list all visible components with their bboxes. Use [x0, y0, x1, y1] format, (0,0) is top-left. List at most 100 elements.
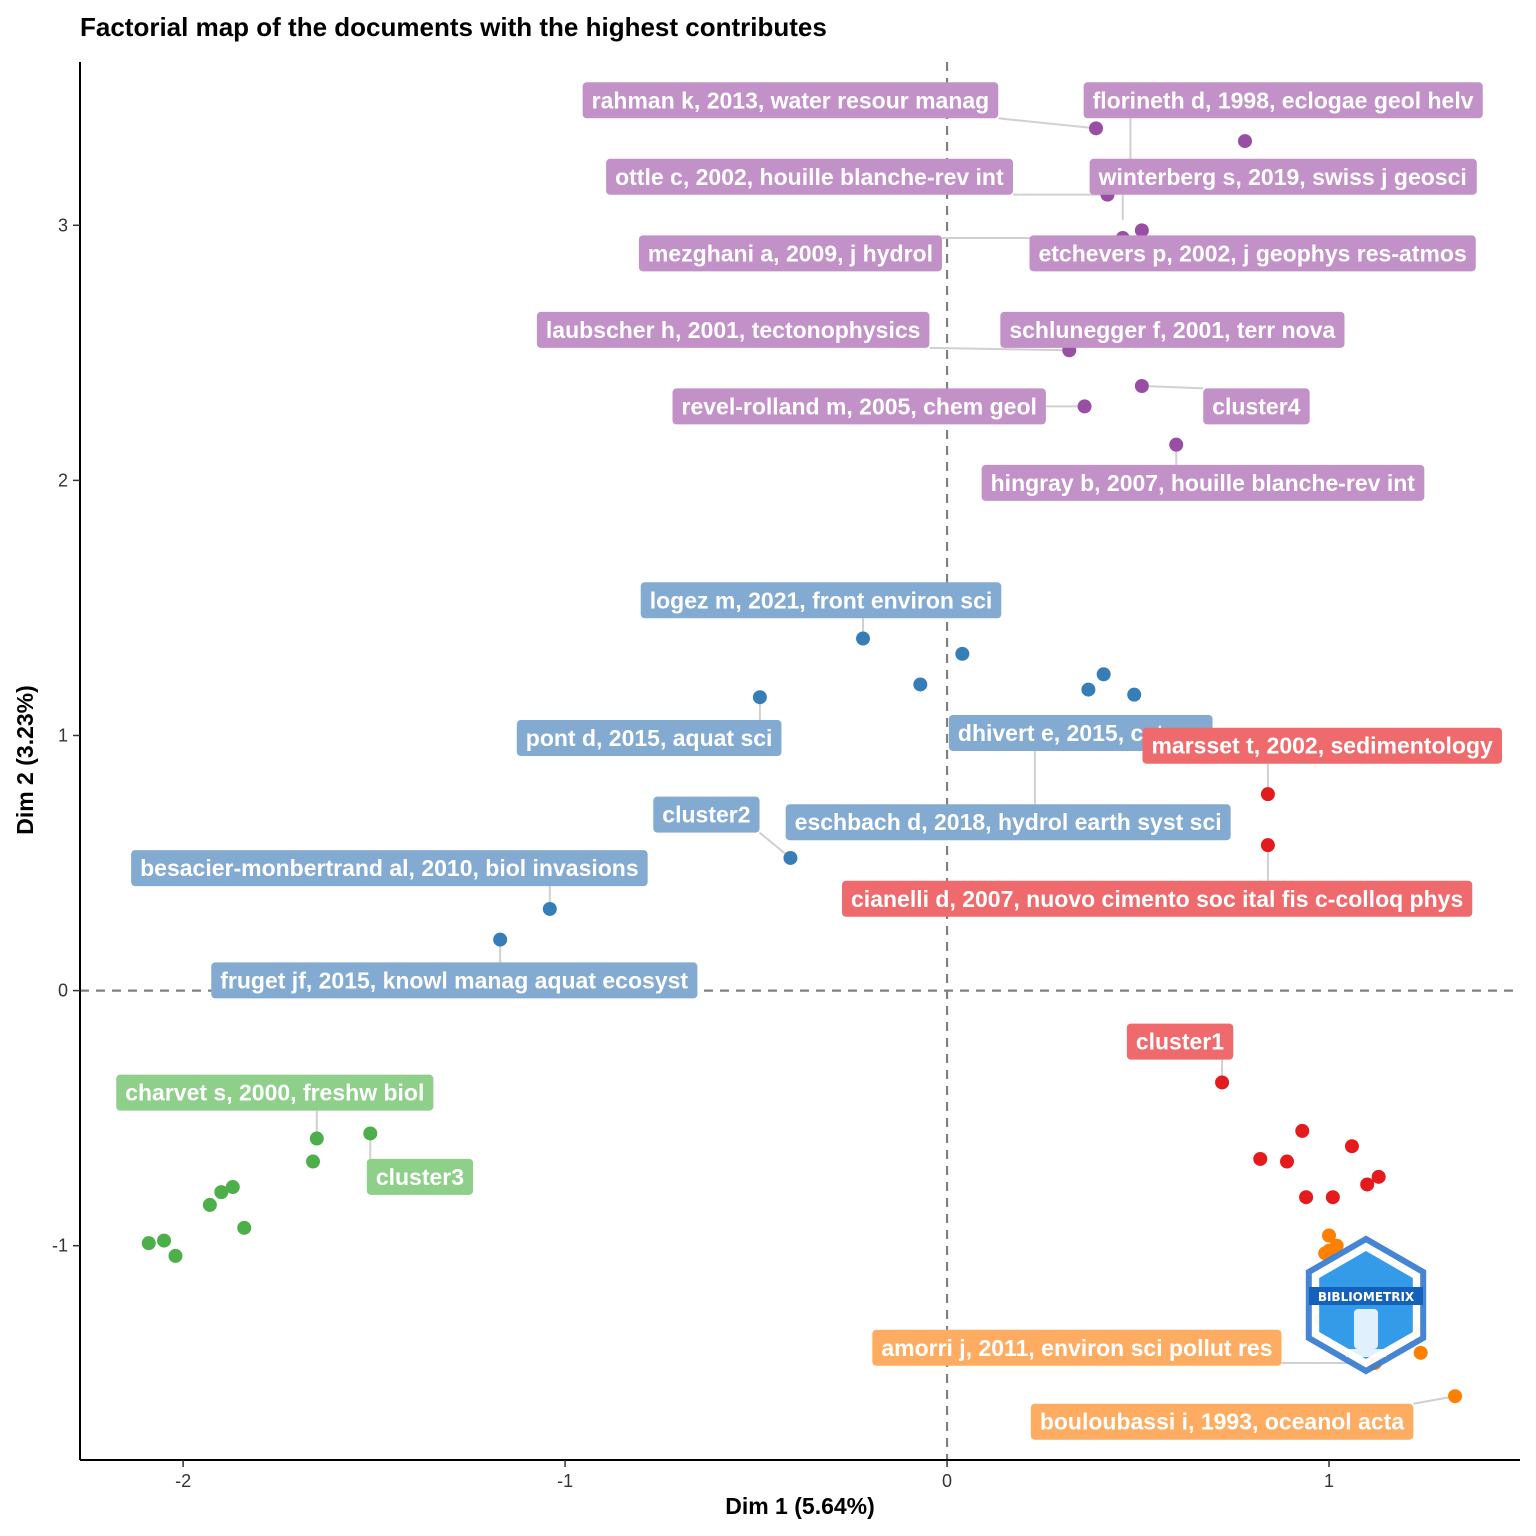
data-label-text: schlunegger f, 2001, terr nova: [1009, 317, 1335, 343]
data-point-s1-2: [1096, 667, 1111, 682]
data-point-s4-10: [1448, 1389, 1463, 1404]
data-label-box: [606, 158, 1013, 195]
data-label-text: fruget jf, 2015, knowl manag aquat ecosy…: [220, 967, 688, 993]
data-label-s2-0: marsset t, 2002, sedimentology: [1142, 727, 1502, 764]
label-connector-s0-6: [929, 346, 1070, 352]
data-label-s3-1: cluster3: [366, 1158, 474, 1195]
data-point-s0-7: [1077, 399, 1092, 414]
data-label-s0-3: winterberg s, 2019, swiss j geosci: [1089, 158, 1477, 195]
data-label-box: [116, 1074, 434, 1111]
data-labels: rahman k, 2013, water resour manag florin…: [116, 82, 1502, 1440]
x-tick-label-2: 0: [942, 1471, 952, 1491]
data-label-text: cluster4: [1212, 393, 1300, 419]
data-label-box: [1089, 158, 1477, 195]
data-point-s3-6: [237, 1220, 252, 1235]
data-point-s2-1: [1260, 838, 1275, 853]
data-label-box: [872, 1329, 1282, 1366]
data-point-s2-7: [1371, 1169, 1386, 1184]
data-label-s0-1: florineth d, 1998, eclogae geol helv: [1083, 82, 1483, 119]
y-tick-label-4: 3: [58, 215, 68, 235]
data-label-s0-4: mezghani a, 2009, j hydrol: [638, 235, 942, 272]
data-label-text: eschbach d, 2018, hydrol earth syst sci: [795, 809, 1222, 835]
data-label-s0-8: revel-rolland m, 2005, chem geol: [672, 388, 1046, 425]
data-label-text: rahman k, 2013, water resour manag: [592, 87, 990, 113]
data-label-box: [638, 235, 942, 272]
label-connector-s4-1: [1413, 1395, 1456, 1405]
data-point-s1-6: [752, 690, 767, 705]
data-label-text: bouloubassi i, 1993, oceanol acta: [1040, 1409, 1405, 1435]
data-point-s4-3: [1322, 1243, 1337, 1258]
data-point-s3-2: [305, 1154, 320, 1169]
data-point-s1-10: [493, 932, 508, 947]
data-point-s4-8: [1413, 1345, 1428, 1360]
data-point-s1-0: [856, 631, 871, 646]
data-label-text: cluster1: [1136, 1029, 1224, 1055]
data-label-s1-6: fruget jf, 2015, knowl manag aquat ecosy…: [211, 962, 698, 999]
data-label-text: marsset t, 2002, sedimentology: [1151, 733, 1493, 759]
data-point-s3-9: [168, 1248, 183, 1263]
data-point-s1-9: [542, 901, 557, 916]
data-label-s0-5: etchevers p, 2002, j geophys res-atmos: [1029, 235, 1476, 272]
bibliometrix-logo: BIBLIOMETRIX: [1305, 1235, 1427, 1375]
x-axis-title: Dim 1 (5.64%): [725, 1493, 875, 1519]
data-point-s1-5: [1127, 687, 1142, 702]
data-label-s1-1: pont d, 2015, aquat sci: [516, 720, 782, 757]
data-label-s4-0: amorri j, 2011, environ sci pollut res: [872, 1329, 1282, 1366]
x-tick-label-3: 1: [1324, 1471, 1334, 1491]
logo-base: [1346, 1349, 1386, 1357]
data-label-s4-1: bouloubassi i, 1993, oceanol acta: [1030, 1403, 1414, 1440]
data-point-s2-2: [1215, 1075, 1230, 1090]
y-tick-label-0: -1: [52, 1236, 68, 1256]
data-label-box: [1029, 235, 1476, 272]
data-label-s1-0: logez m, 2021, front environ sci: [640, 582, 1002, 619]
data-label-box: [1126, 1023, 1234, 1060]
data-point-s3-0: [309, 1131, 324, 1146]
data-label-box: [842, 880, 1473, 917]
y-tick-label-1: 0: [58, 981, 68, 1001]
data-point-s1-4: [1081, 682, 1096, 697]
data-point-s2-3: [1295, 1123, 1310, 1138]
data-point-s2-5: [1253, 1151, 1268, 1166]
data-label-box: [785, 804, 1231, 841]
data-label-s1-4: eschbach d, 2018, hydrol earth syst sci: [785, 804, 1231, 841]
data-label-text: pont d, 2015, aquat sci: [526, 725, 773, 751]
data-label-s0-10: hingray b, 2007, houille blanche-rev int: [981, 464, 1425, 501]
data-point-s0-6: [1134, 378, 1149, 393]
data-point-s3-1: [363, 1126, 378, 1141]
data-label-text: cianelli d, 2007, nuovo cimento soc ital…: [851, 886, 1463, 912]
data-point-s4-0: [1322, 1228, 1337, 1243]
data-point-s2-4: [1344, 1139, 1359, 1154]
data-point-s2-8: [1360, 1177, 1375, 1192]
data-label-text: florineth d, 1998, eclogae geol helv: [1093, 87, 1474, 113]
label-connector-s0-0: [998, 117, 1097, 130]
data-label-box: [211, 962, 698, 999]
data-label-text: winterberg s, 2019, swiss j geosci: [1098, 164, 1467, 190]
data-point-s3-8: [157, 1233, 172, 1248]
logo-banner: [1309, 1287, 1423, 1305]
data-point-s3-3: [225, 1180, 240, 1195]
data-label-text: amorri j, 2011, environ sci pollut res: [881, 1335, 1272, 1361]
data-label-s2-1: cianelli d, 2007, nuovo cimento soc ital…: [842, 880, 1473, 917]
data-point-s3-5: [202, 1197, 217, 1212]
data-label-text: ottle c, 2002, houille blanche-rev int: [615, 164, 1004, 190]
data-label-text: hingray b, 2007, houille blanche-rev int: [991, 470, 1416, 496]
data-label-text: mezghani a, 2009, j hydrol: [648, 240, 933, 266]
chart-title: Factorial map of the documents with the …: [80, 12, 827, 42]
data-label-box: [536, 311, 930, 348]
y-tick-label-3: 2: [58, 470, 68, 490]
data-point-s0-1: [1237, 134, 1252, 149]
data-label-text: cluster2: [662, 802, 750, 828]
data-label-text: laubscher h, 2001, tectonophysics: [546, 317, 921, 343]
data-label-box: [582, 82, 999, 119]
data-label-box: [640, 582, 1002, 619]
data-label-text: logez m, 2021, front environ sci: [650, 587, 993, 613]
plot-area: rahman k, 2013, water resour manag florin…: [80, 62, 1520, 1460]
data-label-box: [1030, 1403, 1414, 1440]
data-label-box: [1203, 388, 1310, 425]
data-point-s2-0: [1260, 787, 1275, 802]
data-label-box: [981, 464, 1425, 501]
data-label-s1-3: cluster2: [653, 796, 760, 833]
logo-tower: [1354, 1309, 1378, 1349]
data-label-s1-5: besacier-monbertrand al, 2010, biol inva…: [131, 850, 648, 887]
